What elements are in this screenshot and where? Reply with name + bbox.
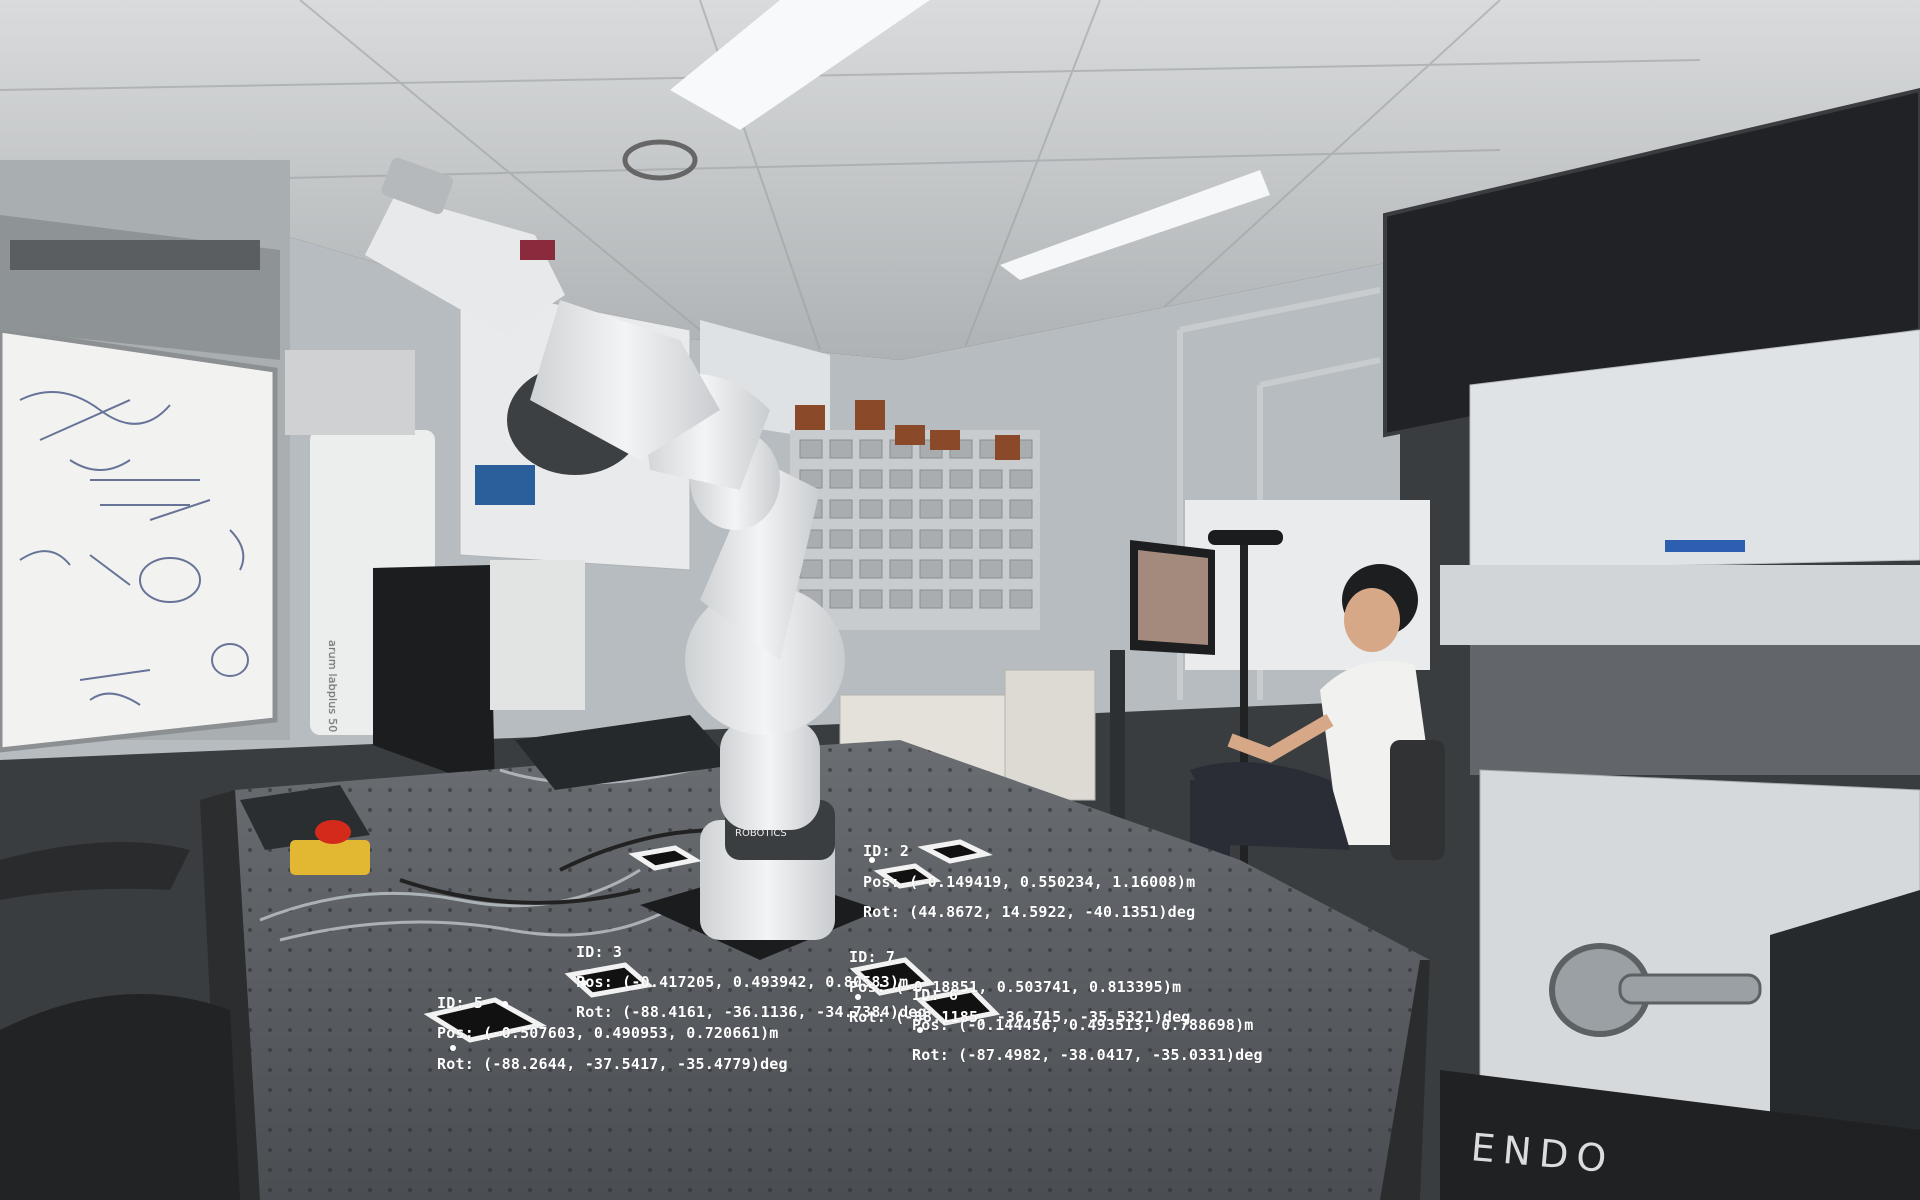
office-chair (1390, 740, 1445, 860)
robot-arm: ROBOTICS (365, 157, 845, 940)
desk-monitor (373, 565, 495, 790)
svg-text:ROBOTICS: ROBOTICS (735, 828, 787, 839)
left-chair (0, 842, 190, 900)
aruco-markers (423, 839, 1001, 1043)
controller-box (515, 715, 735, 790)
ceiling-light (1000, 170, 1270, 280)
emergency-stop-button (290, 820, 370, 875)
camera-tripod (1240, 540, 1248, 885)
instrument-rack: ENDO (1440, 329, 1920, 1200)
whiteboard (0, 327, 278, 753)
ceiling-light (670, 0, 930, 130)
ceiling-detector (622, 139, 698, 181)
parts-drawer-cabinet (790, 400, 1040, 630)
